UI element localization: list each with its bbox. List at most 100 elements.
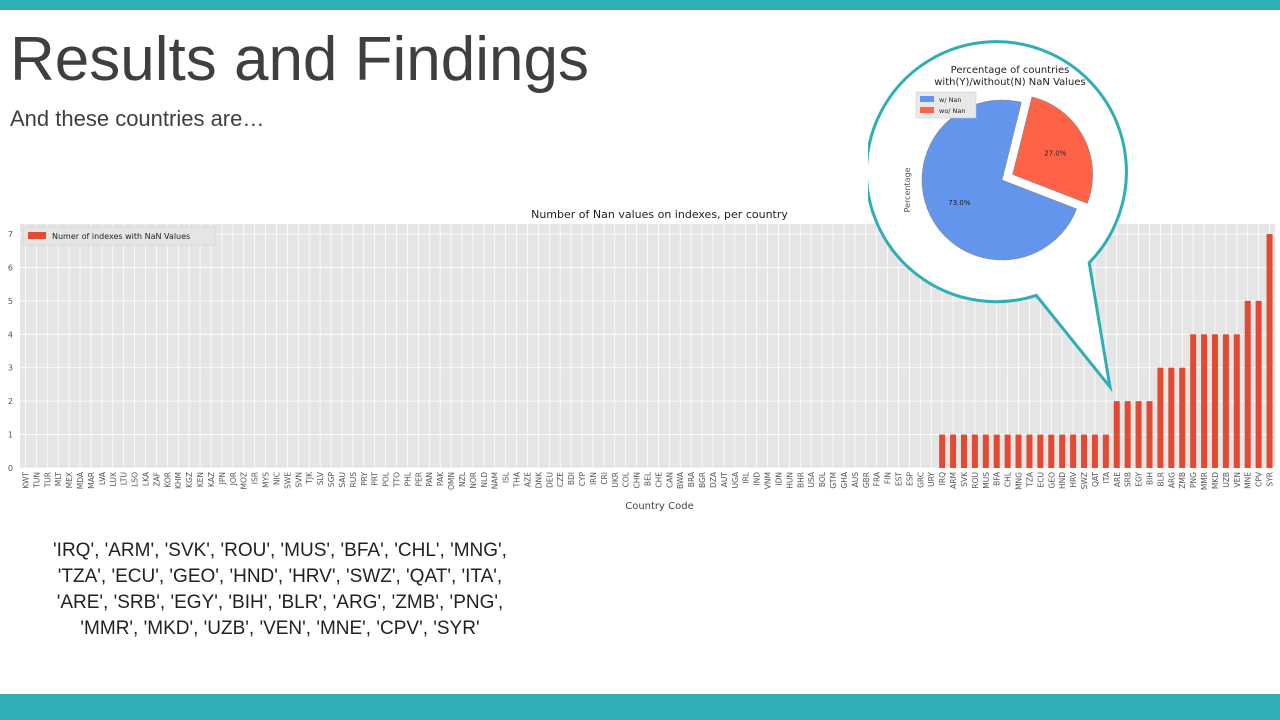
x-tick-label: BDI (567, 472, 576, 485)
x-tick-label: CRI (600, 472, 609, 485)
x-tick-label: UZB (1222, 472, 1231, 488)
x-tick-label: IRQ (938, 472, 947, 485)
country-list: 'IRQ', 'ARM', 'SVK', 'ROU', 'MUS', 'BFA'… (20, 538, 540, 642)
y-tick-label: 0 (8, 464, 13, 473)
slide-title: Results and Findings (10, 25, 589, 94)
x-tick-label: MAR (87, 472, 96, 489)
x-tick-label: IRL (742, 471, 751, 483)
bar-mkd (1211, 334, 1218, 468)
pie-chart: Percentage of countrieswith(Y)/without(N… (903, 65, 1093, 261)
x-tick-label: TJK (305, 471, 314, 485)
x-tick-label: KOR (163, 472, 172, 488)
x-tick-label: UGA (731, 471, 740, 488)
x-tick-label: SRB (1124, 472, 1133, 487)
x-tick-label: THA (513, 471, 522, 488)
x-tick-label: MUS (982, 472, 991, 489)
x-tick-label: COL (622, 471, 631, 487)
x-tick-label: CAN (665, 472, 674, 488)
x-tick-label: NLD (480, 472, 489, 488)
bottom-accent-bar (0, 694, 1280, 720)
x-tick-label: NAM (491, 472, 500, 489)
x-tick-label: HND (1058, 472, 1067, 489)
y-tick-label: 6 (8, 263, 13, 272)
x-tick-label: MNE (1244, 472, 1253, 489)
x-tick-label: PRY (360, 472, 369, 486)
x-tick-label: BRA (687, 471, 696, 487)
x-tick-label: KAZ (207, 472, 216, 487)
x-tick-label: MLT (54, 472, 63, 487)
pie-legend-label: w/ Nan (939, 96, 962, 104)
bar-ven (1233, 334, 1240, 468)
bar-srb (1124, 401, 1131, 468)
x-tick-label: VEN (1233, 472, 1242, 487)
bar-tza (1026, 434, 1033, 468)
pie-slice-wo-nan (1012, 96, 1093, 204)
top-accent-bar (0, 0, 1280, 10)
x-tick-label: IND (753, 472, 762, 486)
x-tick-label: MNG (1015, 472, 1024, 490)
pie-legend-swatch (920, 107, 934, 113)
y-tick-label: 5 (8, 297, 13, 306)
x-tick-label: EST (895, 472, 904, 486)
x-tick-label: VNM (764, 472, 773, 489)
x-tick-label: GBR (862, 472, 871, 488)
x-tick-label: PAK (436, 471, 445, 486)
x-tick-label: ISL (502, 471, 511, 483)
x-tick-label: MYS (262, 472, 271, 488)
x-tick-label: PNG (1189, 472, 1198, 488)
bar-arg (1168, 367, 1175, 468)
x-axis-label: Country Code (625, 501, 694, 512)
x-tick-label: POL (382, 471, 391, 486)
bar-are (1113, 401, 1120, 468)
x-tick-label: LSO (131, 472, 140, 487)
x-tick-label: IRN (589, 472, 598, 485)
legend-label: Numer of indexes with NaN Values (52, 232, 190, 241)
x-tick-label: ROU (971, 472, 980, 489)
y-tick-label: 2 (8, 397, 13, 406)
bar-ecu (1037, 434, 1044, 468)
x-tick-label: ZAF (152, 472, 161, 487)
x-tick-label: AUT (720, 472, 729, 488)
x-tick-label: KHM (174, 472, 183, 489)
x-tick-label: LVA (98, 471, 107, 485)
x-tick-label: MMR (1200, 472, 1209, 490)
country-list-line: 'TZA', 'ECU', 'GEO', 'HND', 'HRV', 'SWZ'… (57, 566, 503, 587)
x-tick-label: BEL (644, 471, 653, 486)
bar-hnd (1059, 434, 1066, 468)
x-tick-label: KEN (196, 472, 205, 487)
pie-legend-swatch (920, 96, 934, 102)
x-tick-label: MKD (1211, 472, 1220, 489)
pie-legend-label: wo/ Nan (939, 107, 966, 115)
x-tick-label: JOR (229, 472, 238, 486)
x-tick-label: SWZ (1080, 472, 1089, 489)
x-tick-label: JPN (218, 472, 227, 485)
x-tick-label: ESP (905, 472, 914, 486)
x-tick-label: MDA (76, 471, 85, 489)
x-tick-label: KGZ (185, 472, 194, 488)
x-tick-label: LKA (142, 471, 151, 486)
x-tick-label: TTO (393, 472, 402, 488)
pie-slice-value-label: 73.0% (948, 199, 971, 207)
x-tick-label: BIH (1146, 472, 1155, 485)
slide-subtitle: And these countries are… (10, 106, 265, 131)
x-tick-label: PHL (403, 471, 412, 486)
x-tick-label: BFA (993, 471, 1002, 486)
x-tick-label: NOR (469, 472, 478, 489)
x-tick-label: CHN (633, 472, 642, 489)
x-tick-label: LTU (120, 472, 129, 485)
x-tick-label: RUS (349, 472, 358, 488)
x-tick-label: SWE (283, 472, 292, 489)
pie-y-axis-label: Percentage (903, 167, 912, 212)
x-tick-label: GHA (840, 471, 849, 488)
bar-egy (1135, 401, 1142, 468)
x-tick-label: NIC (272, 472, 281, 485)
x-tick-label: ARE (1113, 472, 1122, 487)
x-tick-label: DNK (534, 471, 543, 488)
bar-mus (982, 434, 989, 468)
x-tick-label: MOZ (240, 472, 249, 490)
x-tick-label: CZE (556, 472, 565, 487)
bar-qat (1091, 434, 1098, 468)
bar-bih (1146, 401, 1153, 468)
x-tick-label: GEO (1047, 472, 1056, 489)
x-tick-label: IDN (774, 472, 783, 486)
